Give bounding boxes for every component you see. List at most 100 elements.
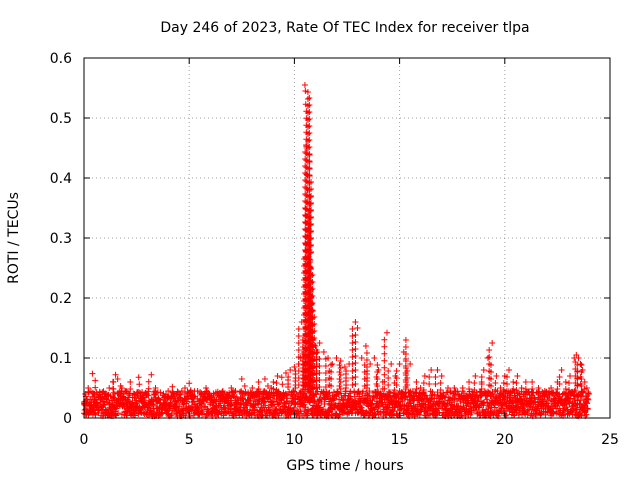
data-point — [516, 391, 523, 398]
data-point — [306, 130, 313, 136]
data-point — [566, 387, 573, 393]
data-point — [421, 392, 428, 399]
data-point — [303, 108, 310, 115]
data-point — [584, 406, 591, 413]
data-point — [302, 198, 309, 204]
data-points — [81, 82, 592, 420]
data-point — [450, 396, 457, 403]
data-point — [366, 392, 373, 399]
data-point — [326, 368, 333, 374]
data-point — [156, 397, 163, 403]
data-point — [554, 386, 561, 392]
data-point — [302, 205, 309, 211]
data-point — [89, 370, 96, 377]
data-point — [229, 388, 236, 395]
data-point — [310, 379, 317, 385]
data-point — [311, 321, 318, 327]
data-point — [553, 390, 560, 397]
data-point — [211, 397, 218, 403]
data-point — [227, 401, 234, 408]
data-point — [443, 401, 450, 408]
data-point — [308, 193, 315, 199]
data-point — [160, 400, 167, 406]
data-point — [404, 382, 411, 388]
data-point — [152, 394, 159, 401]
data-point — [504, 374, 511, 380]
data-point — [178, 388, 185, 395]
data-point — [341, 364, 348, 370]
data-point — [152, 385, 159, 391]
data-point — [325, 355, 332, 361]
data-point — [581, 408, 588, 415]
data-point — [497, 385, 504, 391]
data-point — [379, 399, 386, 406]
data-point — [306, 259, 313, 265]
data-point — [260, 395, 267, 402]
data-point — [478, 381, 485, 387]
data-point — [199, 408, 206, 415]
data-point — [352, 339, 359, 345]
data-point — [303, 122, 310, 129]
data-point — [336, 383, 343, 389]
data-point — [223, 409, 230, 416]
data-point — [91, 391, 98, 397]
data-point — [489, 340, 496, 346]
data-point — [537, 411, 544, 418]
data-point — [303, 150, 310, 157]
data-point — [304, 89, 311, 95]
data-point — [97, 399, 104, 406]
data-point — [584, 400, 591, 407]
data-point — [150, 402, 157, 409]
data-point — [407, 361, 414, 367]
data-point — [385, 404, 392, 411]
data-point — [475, 403, 482, 410]
data-point — [447, 405, 454, 412]
data-point — [173, 391, 180, 397]
data-point — [546, 395, 553, 402]
data-point — [307, 265, 314, 271]
data-point — [427, 400, 434, 407]
data-point — [500, 387, 507, 393]
data-point — [308, 221, 315, 227]
data-point — [306, 296, 313, 302]
data-point — [308, 301, 315, 307]
data-point — [409, 388, 416, 395]
data-point — [511, 392, 518, 399]
data-point — [262, 398, 269, 405]
data-point — [306, 247, 313, 253]
data-point — [118, 385, 125, 391]
data-point — [481, 400, 488, 407]
data-point — [402, 358, 409, 364]
data-point — [127, 386, 134, 392]
data-point — [302, 177, 309, 183]
axes: 0 5 10 15 20 25 0 0.1 0.2 0.3 0.4 0.5 0.6 — [50, 51, 619, 448]
data-point — [349, 368, 356, 374]
data-point — [303, 115, 310, 122]
data-point — [93, 400, 100, 406]
data-point — [402, 365, 409, 371]
data-point — [291, 364, 298, 370]
data-point — [114, 376, 121, 382]
data-point — [303, 136, 310, 143]
data-point — [556, 374, 563, 380]
data-point — [377, 390, 384, 397]
x-tick-label: 25 — [601, 432, 619, 448]
data-point — [352, 367, 359, 373]
data-point — [237, 406, 244, 413]
y-axis-label: ROTI / TECUs — [6, 192, 22, 284]
data-point — [532, 410, 539, 417]
data-point — [304, 199, 311, 205]
data-point — [310, 351, 317, 357]
data-point — [402, 337, 409, 343]
data-point — [264, 383, 271, 389]
data-point — [572, 387, 579, 393]
x-tick-label: 15 — [391, 432, 409, 448]
data-point — [367, 361, 374, 367]
data-point — [514, 373, 521, 379]
data-point — [92, 411, 99, 418]
data-point — [185, 396, 192, 403]
data-point — [438, 373, 445, 379]
data-point — [295, 326, 302, 332]
data-point — [577, 400, 584, 407]
data-point — [404, 407, 411, 414]
